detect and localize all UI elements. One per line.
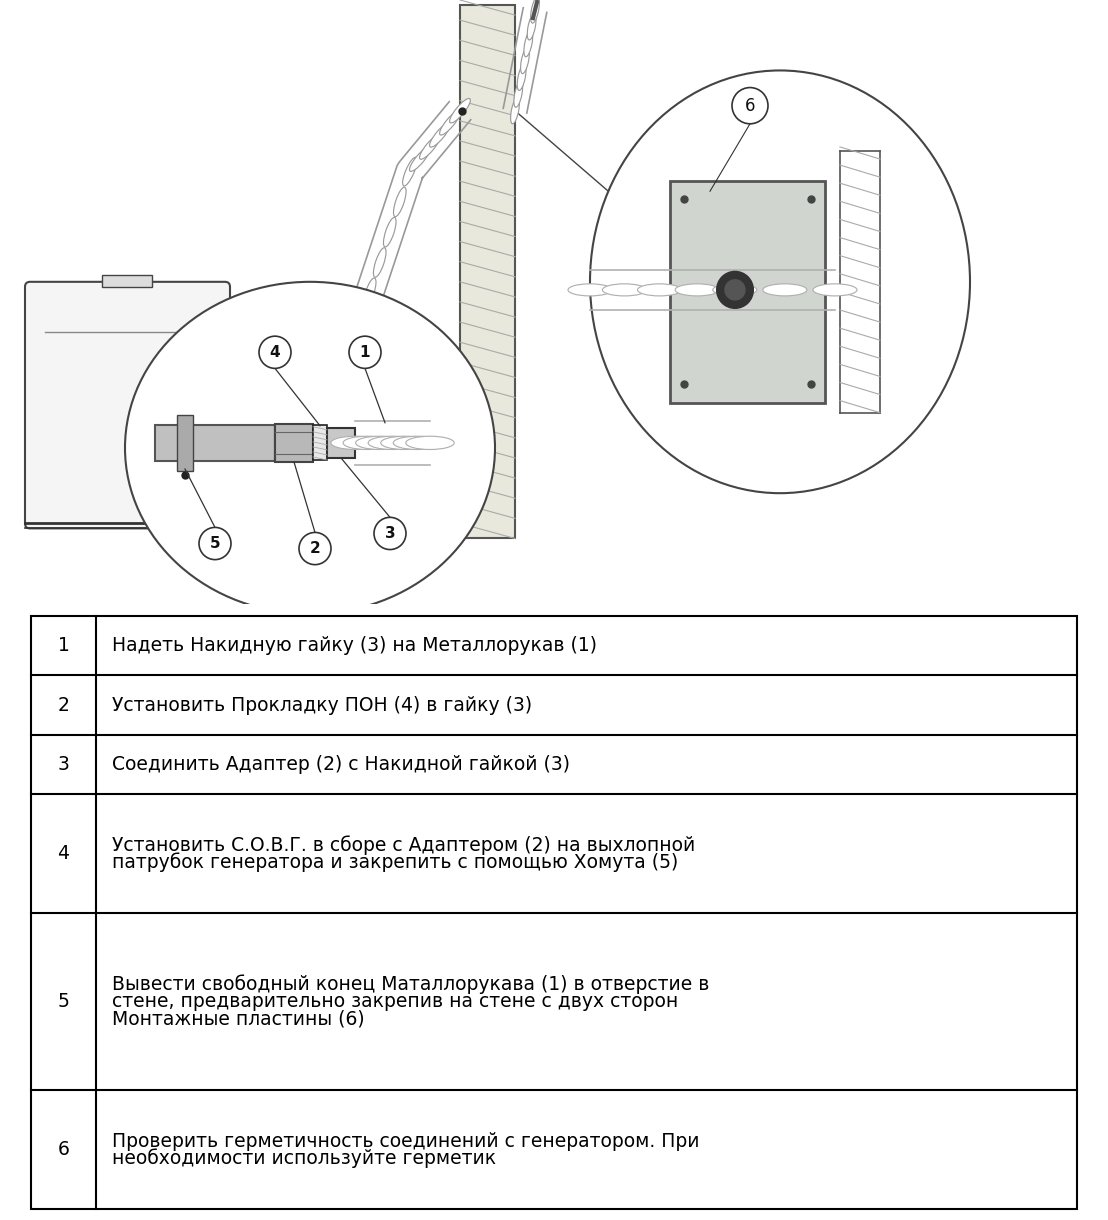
Circle shape (349, 337, 381, 368)
Ellipse shape (514, 82, 523, 107)
Ellipse shape (393, 437, 442, 449)
Text: Надеть Накидную гайку (3) на Металлорукав (1): Надеть Накидную гайку (3) на Металлорука… (113, 637, 597, 655)
Ellipse shape (298, 390, 317, 417)
Ellipse shape (440, 111, 460, 135)
Ellipse shape (813, 284, 856, 296)
Ellipse shape (277, 417, 305, 433)
Ellipse shape (430, 123, 450, 148)
Ellipse shape (331, 437, 379, 449)
Ellipse shape (325, 350, 342, 377)
Bar (260, 423, 275, 444)
Ellipse shape (261, 426, 289, 442)
Bar (155, 425, 275, 461)
Ellipse shape (273, 420, 300, 436)
Text: 2: 2 (309, 540, 320, 556)
Circle shape (375, 517, 406, 549)
Ellipse shape (531, 0, 540, 23)
Ellipse shape (125, 282, 495, 614)
Text: 5: 5 (209, 536, 220, 551)
Ellipse shape (311, 371, 329, 396)
Ellipse shape (373, 248, 386, 277)
Text: Установить С.О.В.Г. в сборе с Адаптером (2) на выхлопной: Установить С.О.В.Г. в сборе с Адаптером … (113, 834, 696, 854)
Ellipse shape (406, 437, 454, 449)
Bar (460, 5, 515, 538)
Text: 1: 1 (360, 345, 370, 360)
Text: стене, предварительно закрепив на стене с двух сторон: стене, предварительно закрепив на стене … (113, 992, 679, 1011)
Text: 2: 2 (58, 695, 70, 715)
Ellipse shape (524, 30, 533, 57)
Ellipse shape (356, 437, 404, 449)
Bar (670, 182, 825, 403)
Ellipse shape (637, 284, 681, 296)
Text: 3: 3 (58, 755, 70, 773)
Text: 6: 6 (58, 1141, 70, 1159)
Bar (312, 425, 327, 460)
Circle shape (717, 272, 753, 307)
Circle shape (259, 337, 291, 368)
Ellipse shape (521, 48, 530, 73)
Text: 4: 4 (269, 345, 280, 360)
Ellipse shape (712, 284, 757, 296)
Text: Соединить Адаптер (2) с Накидной гайкой (3): Соединить Адаптер (2) с Накидной гайкой … (113, 755, 571, 773)
Ellipse shape (675, 284, 719, 296)
Ellipse shape (589, 71, 970, 493)
Ellipse shape (402, 157, 417, 185)
Ellipse shape (527, 13, 536, 40)
Text: Монтажные пластины (6): Монтажные пластины (6) (113, 1009, 366, 1028)
Text: 6: 6 (745, 96, 756, 115)
Ellipse shape (283, 414, 307, 434)
Circle shape (299, 532, 331, 565)
Ellipse shape (603, 284, 646, 296)
Ellipse shape (351, 309, 368, 337)
Text: 3: 3 (384, 526, 396, 540)
Circle shape (199, 527, 230, 560)
Ellipse shape (343, 437, 391, 449)
Bar (275, 423, 312, 462)
Text: 5: 5 (58, 992, 70, 1011)
Ellipse shape (381, 437, 429, 449)
Ellipse shape (363, 278, 376, 307)
Text: патрубок генератора и закрепить с помощью Хомута (5): патрубок генератора и закрепить с помощь… (113, 852, 679, 872)
Bar (177, 415, 193, 471)
Text: Вывести свободный конец Маталлорукава (1) в отверстие в: Вывести свободный конец Маталлорукава (1… (113, 975, 710, 994)
Text: необходимости используйте герметик: необходимости используйте герметик (113, 1148, 496, 1168)
Ellipse shape (450, 99, 471, 123)
Bar (327, 428, 355, 458)
Circle shape (725, 279, 745, 300)
Ellipse shape (383, 217, 396, 246)
Text: Проверить герметичность соединений с генератором. При: Проверить герметичность соединений с ген… (113, 1131, 700, 1150)
Bar (102, 274, 152, 287)
Bar (225, 420, 260, 448)
Text: Установить Прокладку ПОН (4) в гайку (3): Установить Прокладку ПОН (4) в гайку (3) (113, 695, 533, 715)
Ellipse shape (420, 135, 440, 160)
Ellipse shape (511, 98, 520, 123)
Ellipse shape (410, 146, 430, 171)
Ellipse shape (762, 284, 807, 296)
Ellipse shape (269, 422, 297, 438)
Text: 4: 4 (58, 844, 70, 863)
FancyBboxPatch shape (25, 282, 230, 528)
Circle shape (732, 88, 768, 123)
Text: 1: 1 (58, 637, 70, 655)
Ellipse shape (568, 284, 612, 296)
Ellipse shape (338, 329, 356, 356)
Ellipse shape (265, 423, 293, 439)
Ellipse shape (393, 187, 407, 217)
Ellipse shape (368, 437, 417, 449)
Ellipse shape (517, 65, 526, 90)
